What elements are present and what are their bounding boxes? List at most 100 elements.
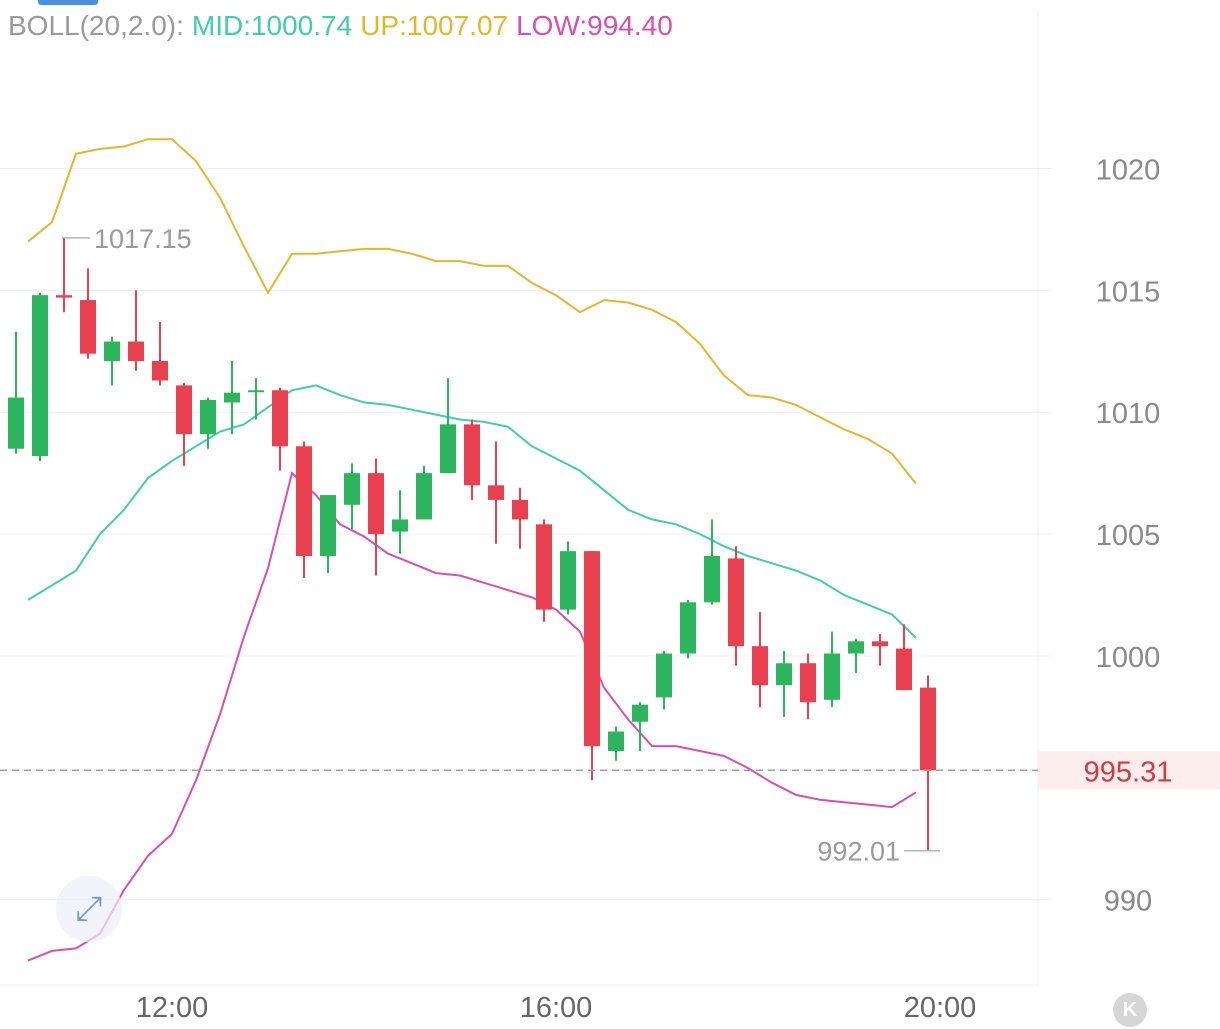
y-tick-label: 1005 bbox=[1096, 520, 1161, 552]
candle-body bbox=[776, 663, 792, 686]
candle bbox=[296, 441, 312, 578]
candle-body bbox=[32, 295, 48, 457]
candle bbox=[464, 419, 480, 500]
candle bbox=[560, 541, 576, 615]
collapse-chevron-icon: K bbox=[1122, 998, 1138, 1021]
candle bbox=[80, 268, 96, 359]
candle-body bbox=[800, 663, 816, 703]
candle-body bbox=[872, 641, 888, 647]
y-tick-label: 1015 bbox=[1096, 276, 1161, 308]
y-tick-label: 990 bbox=[1104, 886, 1152, 918]
candle-body bbox=[368, 473, 384, 535]
candle bbox=[680, 599, 696, 659]
candle-body bbox=[920, 687, 936, 771]
candle bbox=[488, 441, 504, 544]
expand-arrows-icon: ⤢ bbox=[75, 889, 103, 928]
candle-body bbox=[632, 704, 648, 722]
candle bbox=[608, 726, 624, 761]
candle-body bbox=[704, 556, 720, 603]
candle-body bbox=[440, 424, 456, 474]
x-tick-label: 12:00 bbox=[136, 992, 209, 1024]
candle bbox=[248, 378, 264, 420]
legend-indicator-name: BOLL(20,2.0): bbox=[8, 10, 184, 41]
candle-body bbox=[752, 646, 768, 686]
candle-body bbox=[488, 485, 504, 500]
boll-up-line bbox=[27, 138, 917, 485]
boll-legend: BOLL(20,2.0): MID:1000.74 UP:1007.07 LOW:99… bbox=[8, 10, 681, 42]
collapse-panel-button[interactable]: K bbox=[1113, 993, 1147, 1027]
candle bbox=[368, 458, 384, 576]
candle bbox=[728, 546, 744, 666]
candle bbox=[776, 651, 792, 717]
low-annotation-label: 992.01 bbox=[817, 837, 900, 867]
candle-body bbox=[152, 361, 168, 381]
y-tick-label: 1000 bbox=[1096, 642, 1161, 674]
candle-body bbox=[416, 473, 432, 520]
candle bbox=[272, 387, 288, 471]
candle bbox=[200, 397, 216, 449]
candle-body bbox=[512, 499, 528, 520]
candle bbox=[704, 519, 720, 605]
candle bbox=[416, 465, 432, 520]
candle-body bbox=[824, 653, 840, 700]
last-price-label: 995.31 bbox=[1084, 756, 1173, 788]
candle bbox=[920, 675, 936, 851]
candle bbox=[536, 519, 552, 622]
candle-body bbox=[224, 392, 240, 403]
candle bbox=[224, 361, 240, 435]
candle bbox=[8, 331, 24, 454]
candle-body bbox=[248, 390, 264, 393]
high-annotation-label: 1017.15 bbox=[94, 224, 192, 254]
candle bbox=[104, 336, 120, 386]
y-tick-label: 1020 bbox=[1096, 154, 1161, 186]
candle bbox=[176, 382, 192, 466]
candle-body bbox=[608, 731, 624, 751]
candle-body bbox=[8, 397, 24, 449]
candle-body bbox=[80, 300, 96, 354]
candle-body bbox=[344, 473, 360, 505]
boll-low-line bbox=[27, 471, 917, 962]
candle-body bbox=[464, 424, 480, 486]
candle-body bbox=[560, 551, 576, 610]
candle-body bbox=[320, 495, 336, 556]
legend-up-value: UP:1007.07 bbox=[360, 10, 509, 41]
candle bbox=[848, 638, 864, 673]
candle-body bbox=[104, 341, 120, 361]
candle bbox=[512, 487, 528, 549]
candle bbox=[752, 612, 768, 708]
legend-low-value: LOW:994.40 bbox=[516, 10, 673, 41]
candle bbox=[344, 463, 360, 530]
expand-chart-button[interactable]: ⤢ bbox=[56, 876, 122, 942]
candle bbox=[152, 322, 168, 386]
candle-body bbox=[896, 648, 912, 691]
last-price-tag-bg bbox=[1038, 751, 1220, 790]
candle bbox=[656, 651, 672, 710]
candle bbox=[56, 237, 72, 313]
candle-body bbox=[392, 519, 408, 532]
candle bbox=[896, 624, 912, 691]
x-tick-label: 16:00 bbox=[520, 992, 593, 1024]
y-tick-label: 1010 bbox=[1096, 398, 1161, 430]
candle bbox=[584, 551, 600, 781]
candle bbox=[872, 634, 888, 666]
candle-body bbox=[296, 446, 312, 556]
candle-body bbox=[656, 653, 672, 698]
candle bbox=[440, 378, 456, 474]
candle-body bbox=[56, 295, 72, 298]
candle bbox=[800, 653, 816, 720]
candle-body bbox=[728, 558, 744, 647]
candle-body bbox=[272, 390, 288, 447]
legend-mid-value: MID:1000.74 bbox=[191, 10, 353, 41]
candle-body bbox=[128, 341, 144, 361]
candle bbox=[392, 490, 408, 554]
candle bbox=[32, 292, 48, 461]
candle-body bbox=[848, 641, 864, 654]
x-tick-label: 20:00 bbox=[904, 992, 977, 1024]
top-tab-indicator bbox=[38, 0, 98, 5]
candle-body bbox=[536, 524, 552, 610]
candle bbox=[632, 702, 648, 751]
candle-body bbox=[680, 602, 696, 654]
candle bbox=[128, 290, 144, 371]
candle-body bbox=[584, 551, 600, 747]
